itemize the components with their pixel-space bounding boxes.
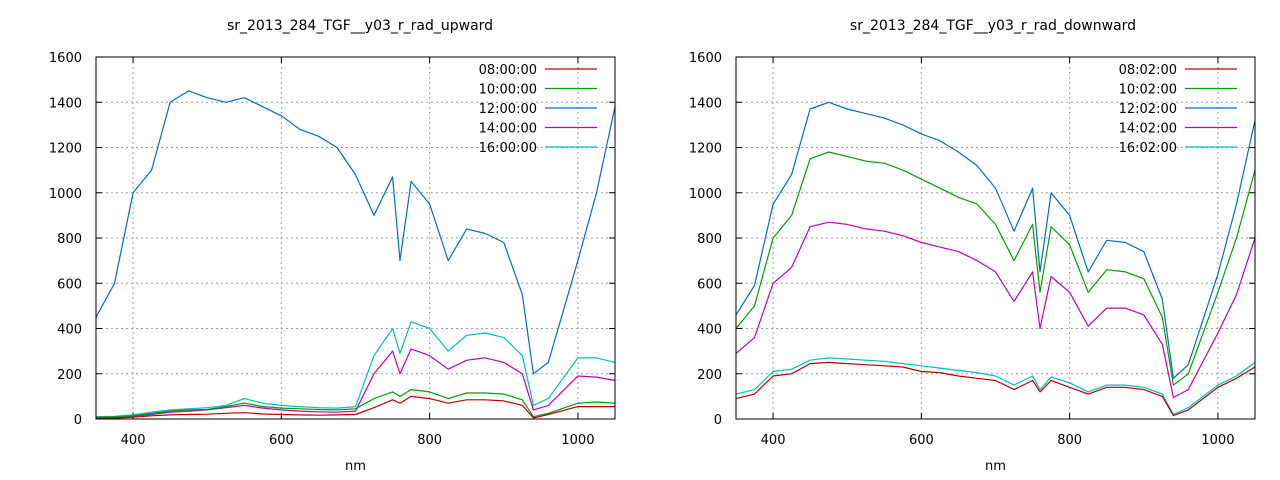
y-tick-label: 1000 xyxy=(689,187,722,202)
x-tick-label: 400 xyxy=(761,433,786,448)
legend-label: 10:00:00 xyxy=(479,83,537,98)
series-line-12:00:00 xyxy=(95,90,616,375)
x-tick-label: 1000 xyxy=(561,433,594,448)
y-tick-label: 600 xyxy=(57,277,82,292)
legend-label: 14:00:00 xyxy=(479,122,537,137)
legend-label: 12:02:00 xyxy=(1119,102,1177,117)
series-line-16:00:00 xyxy=(95,321,616,418)
x-tick-label: 800 xyxy=(417,433,442,448)
x-axis-label: nm xyxy=(985,459,1006,474)
y-tick-label: 200 xyxy=(57,368,82,383)
legend-label: 14:02:00 xyxy=(1119,122,1177,137)
chart-panel-1: 0 200 400 600 800 1000 1200 1400 1600 400 600 800 10… xyxy=(49,18,616,474)
series-line-10:02:00 xyxy=(735,151,1256,386)
series-line-08:02:00 xyxy=(735,361,1256,417)
y-tick-label: 1600 xyxy=(49,51,82,66)
legend-label: 16:02:00 xyxy=(1119,141,1177,156)
y-tick-label: 400 xyxy=(57,323,82,338)
chart-title: sr_2013_284_TGF__y03_r_rad_downward xyxy=(850,18,1136,34)
y-tick-label: 0 xyxy=(74,413,82,428)
y-tick-label: 1000 xyxy=(49,187,82,202)
y-tick-label: 1400 xyxy=(49,96,82,111)
legend-label: 08:02:00 xyxy=(1119,63,1177,78)
x-tick-label: 800 xyxy=(1057,433,1082,448)
chart-panel-2: 0 200 400 600 800 1000 1200 1400 1600 400 600 800 10… xyxy=(689,18,1256,474)
series-line-14:00:00 xyxy=(95,348,616,419)
y-tick-label: 600 xyxy=(697,277,722,292)
legend-label: 16:00:00 xyxy=(479,141,537,156)
y-tick-label: 400 xyxy=(697,323,722,338)
series-line-14:02:00 xyxy=(735,221,1256,399)
x-axis-label: nm xyxy=(345,459,366,474)
series-line-16:02:00 xyxy=(735,357,1256,416)
legend-label: 12:00:00 xyxy=(479,102,537,117)
x-tick-label: 1000 xyxy=(1201,433,1234,448)
y-tick-label: 200 xyxy=(697,368,722,383)
x-tick-label: 600 xyxy=(909,433,934,448)
plot-frame xyxy=(95,56,616,420)
series-line-10:00:00 xyxy=(95,389,616,418)
y-tick-label: 0 xyxy=(714,413,722,428)
y-tick-label: 1200 xyxy=(689,142,722,157)
x-tick-label: 400 xyxy=(121,433,146,448)
series-line-08:00:00 xyxy=(95,395,615,420)
y-tick-label: 1200 xyxy=(49,142,82,157)
y-tick-label: 1600 xyxy=(689,51,722,66)
legend-label: 08:00:00 xyxy=(479,63,537,78)
y-tick-label: 1400 xyxy=(689,96,722,111)
legend-label: 10:02:00 xyxy=(1119,83,1177,98)
series-line-12:02:00 xyxy=(735,101,1256,379)
y-tick-label: 800 xyxy=(57,232,82,247)
chart-title: sr_2013_284_TGF__y03_r_rad_upward xyxy=(227,18,493,34)
plot-frame xyxy=(735,56,1256,420)
x-tick-label: 600 xyxy=(269,433,294,448)
y-tick-label: 800 xyxy=(697,232,722,247)
